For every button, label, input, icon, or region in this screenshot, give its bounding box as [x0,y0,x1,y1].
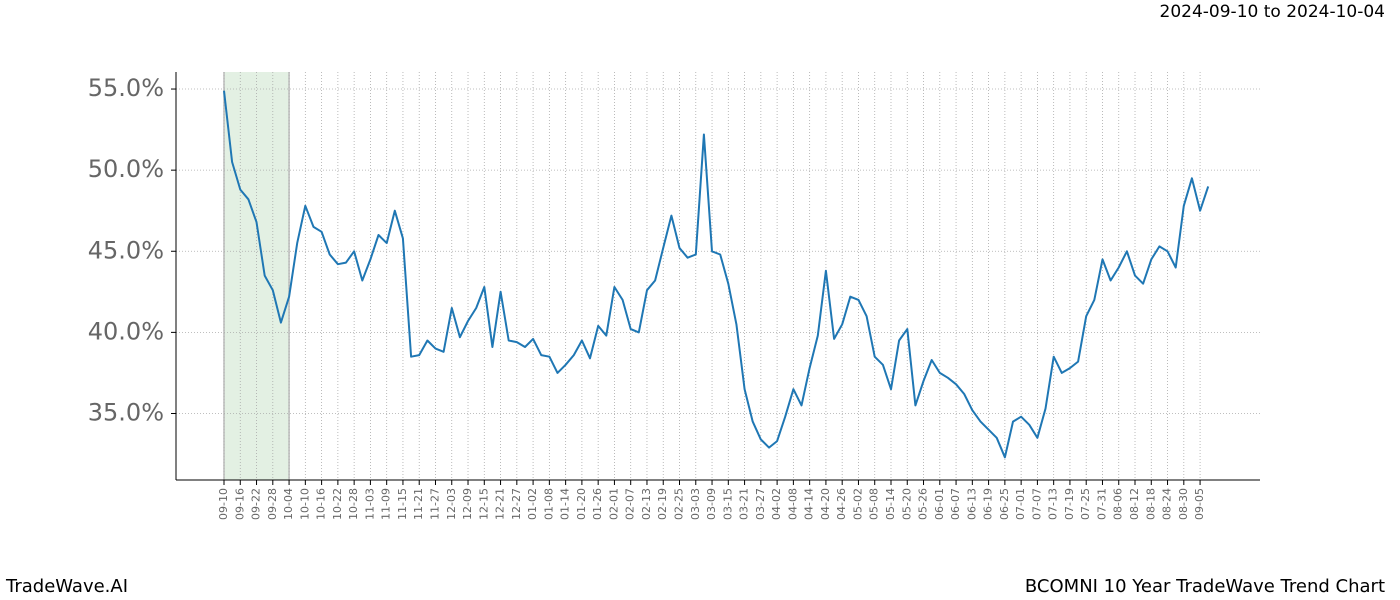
x-tick-label: 02-13 [640,488,653,520]
x-tick-label: 12-21 [494,488,507,520]
x-tick-label: 02-25 [673,488,686,520]
y-tick-label: 55.0% [88,74,164,102]
x-tick-label: 11-21 [412,488,425,520]
y-tick-label: 50.0% [88,155,164,183]
x-tick-label: 07-07 [1030,488,1043,520]
x-tick-label: 07-19 [1063,488,1076,520]
x-tick-label: 03-21 [738,488,751,520]
x-tick-label: 10-28 [347,488,360,520]
x-tick-label: 09-22 [250,488,263,520]
x-tick-label: 10-16 [315,488,328,520]
x-tick-label: 01-02 [526,488,539,520]
x-tick-label: 04-14 [803,488,816,520]
x-tick-label: 11-09 [380,488,393,520]
chart-subtitle: 2024-09-10 to 2024-10-04 [1160,2,1385,22]
x-tick-label: 09-10 [217,488,230,520]
x-tick-label: 01-14 [559,488,572,520]
y-tick-label: 35.0% [88,398,164,426]
x-tick-label: 05-26 [917,488,930,520]
x-tick-label: 12-03 [445,488,458,520]
x-tick-label: 02-07 [624,488,637,520]
x-tick-label: 12-27 [510,488,523,520]
y-tick-label: 45.0% [88,236,164,264]
x-tick-label: 03-03 [689,488,702,520]
x-tick-label: 06-13 [965,488,978,520]
x-tick-label: 03-09 [705,488,718,520]
x-tick-label: 05-08 [868,488,881,520]
x-tick-label: 05-14 [884,488,897,520]
x-tick-label: 08-12 [1128,488,1141,520]
x-tick-label: 11-15 [396,488,409,520]
x-tick-label: 03-15 [721,488,734,520]
x-tick-label: 08-18 [1144,488,1157,520]
x-tick-label: 08-06 [1112,488,1125,520]
x-tick-label: 06-25 [998,488,1011,520]
x-tick-label: 06-19 [982,488,995,520]
x-tick-label: 01-26 [591,488,604,520]
footer-title: BCOMNI 10 Year TradeWave Trend Chart [1025,576,1385,597]
x-tick-label: 09-16 [233,488,246,520]
x-tick-label: 06-07 [949,488,962,520]
footer-brand: TradeWave.AI [5,576,128,597]
x-tick-label: 04-02 [770,488,783,520]
x-tick-label: 04-26 [835,488,848,520]
x-tick-label: 12-15 [477,488,490,520]
x-tick-label: 07-31 [1095,488,1108,520]
trend-line [223,90,1210,459]
x-tick-label: 01-20 [575,488,588,520]
x-tick-label: 11-27 [428,488,441,520]
x-tick-label: 10-04 [282,488,295,520]
x-tick-label: 10-22 [331,488,344,520]
x-tick-label: 01-08 [542,488,555,520]
x-tick-label: 07-25 [1079,488,1092,520]
x-tick-label: 09-05 [1193,488,1206,520]
x-tick-label: 05-20 [900,488,913,520]
x-tick-label: 09-28 [266,488,279,520]
x-tick-label: 07-13 [1047,488,1060,520]
x-tick-label: 12-09 [461,488,474,520]
x-tick-label: 04-20 [819,488,832,520]
x-tick-label: 10-10 [298,488,311,520]
x-tick-label: 02-01 [607,488,620,520]
x-tick-label: 11-03 [363,488,376,520]
x-tick-label: 05-02 [851,488,864,520]
x-tick-label: 04-08 [786,488,799,520]
y-tick-label: 40.0% [88,317,164,345]
x-tick-label: 02-19 [656,488,669,520]
x-tick-label: 08-30 [1177,488,1190,520]
x-tick-label: 03-27 [754,488,767,520]
x-tick-label: 08-24 [1161,488,1174,520]
x-tick-label: 06-01 [933,488,946,520]
x-tick-label: 07-01 [1014,488,1027,520]
